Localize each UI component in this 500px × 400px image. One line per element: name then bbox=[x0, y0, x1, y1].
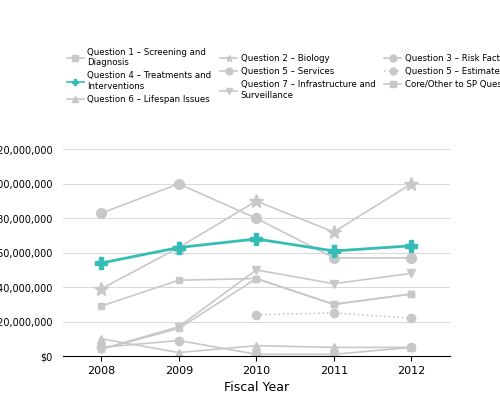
Legend: Question 1 – Screening and
Diagnosis, Question 4 – Treatments and
Interventions,: Question 1 – Screening and Diagnosis, Qu… bbox=[67, 48, 500, 104]
X-axis label: Fiscal Year: Fiscal Year bbox=[224, 381, 289, 394]
